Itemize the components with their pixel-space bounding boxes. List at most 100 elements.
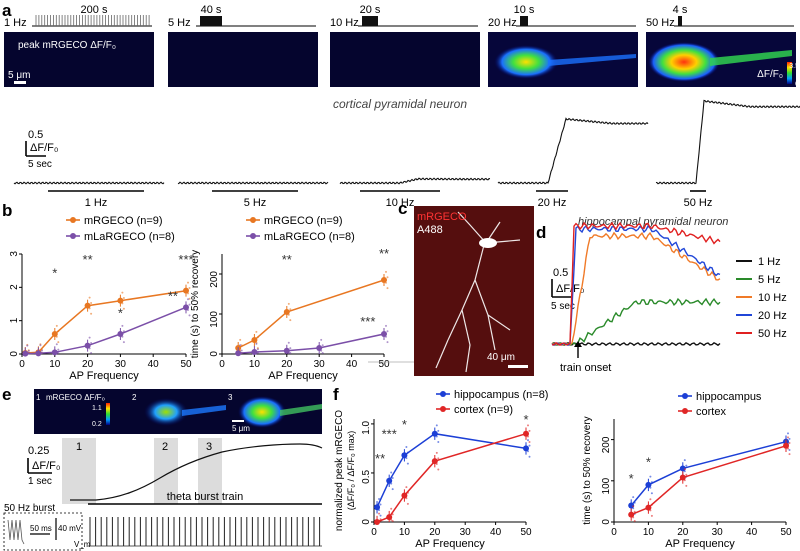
raw-point [787,436,789,439]
d-legend-label-2: 10 Hz [758,292,787,304]
y-tick-label: 1.0 [361,420,372,434]
data-point [431,458,438,465]
data-point [381,277,387,283]
data-point [84,342,91,349]
raw-point [528,441,531,444]
window-1 [62,438,96,504]
y-tick-label: 200 [601,436,612,453]
x-tick-label: 40 [148,359,160,370]
raw-point [321,352,324,354]
legend-f-right-hippocampus: hippocampus [696,391,762,403]
d-trace-0 [551,341,721,347]
x-tick-label: 0 [371,527,377,538]
x-tick-label: 40 [746,527,758,538]
data-point [386,477,393,484]
raw-point [788,453,791,456]
x-tick-label: 20 [82,359,94,370]
raw-point [437,468,440,471]
e-colorbar-max: 1.1 [92,405,102,412]
x-tick-label: 0 [219,359,225,370]
raw-point [188,286,191,289]
panel-c-letter: c [398,199,407,218]
e-scale-y: 0.25 [28,445,49,457]
chart-f-right: 0 10 20 30 40 50 0 100 200 AP Frequency time (s) t… [582,416,792,550]
raw-point [406,451,409,454]
stim-bar-label-3: 20 Hz [538,197,567,209]
image-scale-bar [14,81,26,84]
d-scale-y: 0.5 [553,267,568,279]
e-scale-label: 5 μm [232,424,250,433]
data-point [645,481,652,488]
d-legend-label-4: 50 Hz [758,328,787,340]
raw-point [390,507,393,510]
theta-burst-spikes [88,517,322,547]
x-tick-label: 0 [611,527,617,538]
data-point [183,287,189,294]
raw-point [385,324,387,327]
panel-d: d hippocampal pyramidal neuron 0.5 ΔF/F₀… [536,216,787,374]
vm-label: V_m [74,540,91,549]
trace-scale-y: 0.5 [28,129,43,141]
raw-point [40,352,43,354]
legend-b-mrgeco: mRGECO (n=9) [84,215,163,227]
raw-point [386,341,389,344]
data-point [401,492,408,499]
e-image-label: mRGECO ΔF/F₀ [46,393,105,402]
raw-point [391,513,394,516]
raw-point [289,347,292,350]
stim-bar-label-4: 50 Hz [684,197,713,209]
trace-4 [655,99,800,185]
train-label: theta burst train [167,491,243,503]
data-point [401,452,408,459]
legend-b-right-mlargeco: mLaRGECO (n=8) [264,231,355,243]
stim-bar-label-1: 5 Hz [244,197,267,209]
y-axis-label: time (s) to 50% recovery [582,416,593,524]
trace-2 [339,177,491,185]
c-scale-label: 40 μm [487,352,515,363]
trace-scale-x: 5 sec [28,159,52,170]
panel-b: b mRGECO (n=9) mLaRGECO (n=8) mRGECO (n=… [0,201,390,382]
y-tick-label: 1 [9,317,20,323]
raw-point [386,276,389,279]
raw-point [188,297,191,300]
raw-point [90,312,93,315]
significance-mark: * [523,412,528,427]
x-axis-label: AP Frequency [69,370,139,382]
d-title: hippocampal pyramidal neuron [578,216,728,228]
e-colorbar [106,403,110,425]
panel-d-letter: d [536,223,546,242]
x-tick-label: 20 [281,359,293,370]
d-legend: 1 Hz 5 Hz 10 Hz 20 Hz 50 Hz [736,256,787,340]
y-tick-label: 0.5 [361,470,372,484]
x-tick-label: 20 [429,527,441,538]
raw-point [437,429,440,432]
soma [479,238,497,248]
x-axis-label: AP Frequency [415,538,485,550]
raw-point [391,520,394,522]
colorbar-label: ΔF/F₀ [757,69,783,80]
x-tick-label: 50 [780,527,792,538]
data-point [523,445,529,452]
legend-b: mRGECO (n=9) mLaRGECO (n=8) mRGECO (n=9)… [66,215,355,243]
raw-point [650,492,653,495]
series-line-1 [238,333,385,354]
significance-mark: ** [375,451,385,466]
y-axis-label: normalized peak mRGECO [334,410,345,531]
d-scale-bar: 0.5 ΔF/F₀ 5 sec [551,267,584,312]
stim-duration-0: 200 s [81,4,108,16]
raw-point [57,341,60,344]
y-tick-label: 0 [601,519,612,525]
panel-b-letter: b [2,201,12,220]
raw-point [406,502,409,505]
d-legend-label-3: 20 Hz [758,310,787,322]
panel-c: c mRGECO A488 40 μm [368,199,534,376]
e-scale-ylabel: ΔF/F₀ [32,460,60,472]
e-frame-num-3: 3 [228,393,233,402]
significance-mark: * [646,454,651,469]
raw-point [386,330,389,333]
raw-point [90,352,93,354]
raw-point [390,471,393,474]
significance-mark: * [629,471,634,486]
